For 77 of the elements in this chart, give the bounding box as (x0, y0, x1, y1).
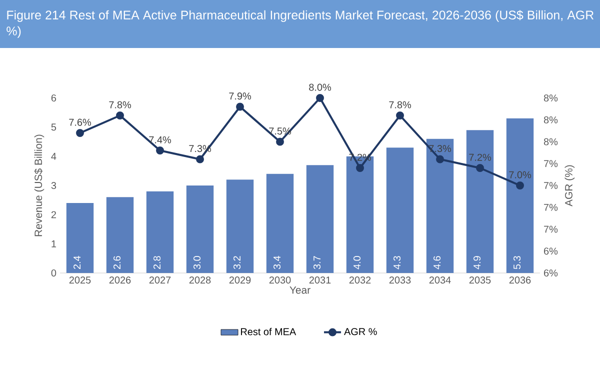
y2-tick-label: 7% (544, 204, 558, 211)
data-label: 4.0 (353, 256, 361, 270)
y-tick-label: 5 (51, 124, 56, 131)
data-label: 4.6 (433, 256, 441, 270)
x-tick-label: 2035 (469, 276, 491, 284)
data-label: 4.3 (393, 256, 401, 270)
data-label: 7.8% (109, 101, 132, 108)
bar (146, 191, 174, 273)
point (116, 112, 124, 120)
y-tick-label: 2 (51, 211, 56, 218)
y2-axis-title: AGR (%) (564, 165, 575, 206)
x-tick-label: 2034 (429, 276, 451, 284)
point (516, 182, 524, 190)
y-axis-title: Revenue (US$ Billion) (34, 134, 44, 236)
x-tick-label: 2031 (309, 276, 331, 284)
point (276, 138, 284, 146)
y-tick-label: 0 (51, 269, 56, 277)
data-label: 7.6% (69, 118, 92, 126)
point (356, 164, 364, 172)
bar (266, 174, 294, 273)
x-tick-label: 2030 (269, 276, 291, 284)
point (236, 102, 244, 111)
x-axis-title: Year (290, 286, 310, 294)
data-label: 7.8% (389, 101, 412, 108)
y2-tick-label: 8% (544, 138, 558, 146)
bar (186, 186, 214, 273)
data-label: 7.4% (149, 136, 172, 144)
data-label: 7.9% (229, 92, 252, 100)
legend-label: AGR % (344, 328, 377, 336)
y-tick-label: 4 (51, 152, 56, 160)
point (476, 164, 484, 172)
bar (466, 130, 494, 273)
x-tick-label: 2025 (69, 276, 91, 284)
bar (226, 180, 254, 273)
legend-label: Rest of MEA (241, 328, 296, 336)
data-label: 2.4 (74, 256, 80, 269)
point (76, 129, 84, 137)
data-label: 2.6 (113, 256, 121, 269)
data-label: 3.2 (233, 256, 241, 270)
chart-title: Figure 214 Rest of MEA Active Pharmaceutical Ingredients Market Forecast, 2026-2036 (US$ Billion, AGR %) (6, 10, 594, 38)
bar (106, 197, 134, 273)
y2-tick-label: 7% (544, 182, 558, 189)
data-label: 4.9 (473, 256, 481, 270)
x-tick-label: 2028 (189, 276, 211, 284)
y-tick-label: 3 (51, 182, 56, 190)
data-label: 3.0 (193, 256, 201, 270)
y2-tick-label: 8% (544, 94, 558, 102)
data-label: 8.0% (309, 84, 332, 91)
data-label: 3.7 (313, 256, 321, 270)
x-tick-label: 2036 (509, 276, 531, 284)
data-label: 7.0% (509, 171, 532, 178)
point (396, 112, 404, 120)
data-label: 7.2% (469, 154, 492, 161)
bar (386, 148, 414, 273)
point (196, 155, 204, 164)
y2-tick-label: 6% (544, 269, 558, 277)
y2-tick-label: 6% (544, 248, 558, 255)
y2-tick-label: 7% (544, 226, 558, 233)
point (316, 94, 324, 102)
x-tick-label: 2027 (149, 276, 171, 284)
y-tick-label: 1 (52, 240, 56, 248)
bar (306, 165, 334, 273)
bar (426, 138, 454, 273)
point (156, 146, 164, 154)
data-label: 2.8 (153, 256, 161, 269)
y2-tick-label: 8% (544, 116, 558, 124)
x-tick-label: 2026 (109, 276, 131, 284)
y2-tick-label: 7% (544, 160, 558, 168)
bar (506, 118, 534, 273)
x-tick-label: 2029 (229, 276, 251, 284)
x-tick-label: 2032 (349, 276, 371, 284)
data-label: 3.4 (273, 256, 281, 270)
data-label: 5.3 (513, 256, 521, 270)
point (436, 155, 444, 164)
y-tick-label: 6 (51, 94, 56, 102)
x-tick-label: 2033 (389, 276, 411, 284)
bar (66, 203, 94, 273)
